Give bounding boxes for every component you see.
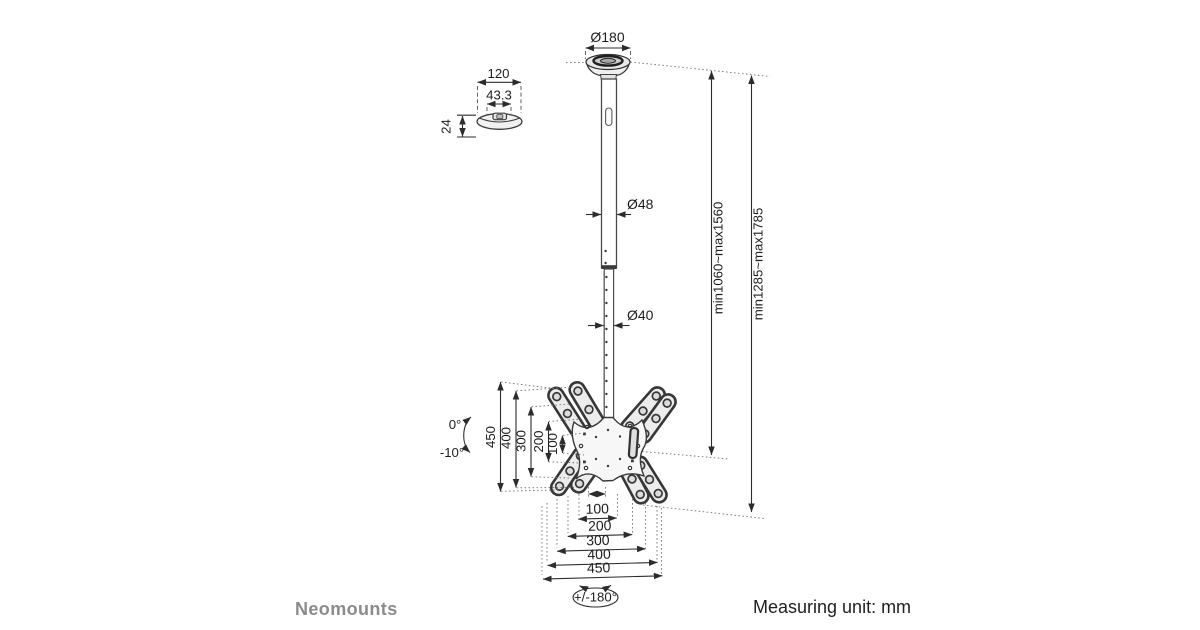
ceiling-plate-side-view: 120 43.3 24 xyxy=(439,66,523,138)
dim-label-upper-tube: Ø48 xyxy=(627,196,654,212)
dim-upper-tube: Ø48 xyxy=(586,196,654,218)
dim-label-h200: 200 xyxy=(588,517,612,534)
dim-label-side-height: 24 xyxy=(439,119,454,134)
dim-label-h100: 100 xyxy=(585,500,609,517)
dim-pole-height-range: min1060~max1560 xyxy=(641,70,730,460)
dim-label-h300: 300 xyxy=(586,532,610,549)
dim-label-top-plate: Ø180 xyxy=(590,29,624,45)
tilt-down-label: -10° xyxy=(440,445,464,460)
brand-logo: Neomounts xyxy=(295,599,398,619)
vesa-plate-holes xyxy=(578,423,641,471)
tilt-arc-arrow xyxy=(461,416,472,453)
dim-label-v450: 450 xyxy=(483,426,498,448)
tilt-indicator: 0° -10° xyxy=(440,416,472,460)
dim-label-v100: 100 xyxy=(545,433,560,455)
dim-label-h450: 450 xyxy=(587,559,611,576)
dim-label-h400: 400 xyxy=(587,546,611,563)
pole-upper-tube xyxy=(600,78,618,269)
ceiling-plate-main-view: Ø180 xyxy=(565,29,771,82)
dim-label-v300: 300 xyxy=(514,430,529,452)
dim-stack-horizontal: 100 200 300 400 450 xyxy=(541,487,663,583)
vesa-bracket xyxy=(547,380,677,505)
tilt-link xyxy=(627,426,640,460)
dim-label-v400: 400 xyxy=(499,427,514,449)
swivel-indicator: +/-180° xyxy=(572,584,619,608)
dim-label-lower-tube: Ø40 xyxy=(627,307,654,323)
dim-label-side-inner: 43.3 xyxy=(486,88,512,103)
dim-label-v200: 200 xyxy=(531,430,546,452)
dim-total-height-range: min1285~max1785 xyxy=(642,75,766,519)
pole-lower-tube xyxy=(603,268,615,420)
measuring-unit-note: Measuring unit: mm xyxy=(753,597,912,617)
dim-stack-vertical: 450 400 300 200 100 xyxy=(483,381,585,492)
swivel-label: +/-180° xyxy=(574,590,617,605)
dim-label-side-width: 120 xyxy=(487,66,509,81)
vesa-center-plate xyxy=(571,416,648,482)
dim-label-pole-range: min1060~max1560 xyxy=(711,202,726,315)
dim-lower-tube: Ø40 xyxy=(588,307,654,329)
dim-label-total-range: min1285~max1785 xyxy=(751,208,766,321)
tilt-up-label: 0° xyxy=(449,417,462,432)
